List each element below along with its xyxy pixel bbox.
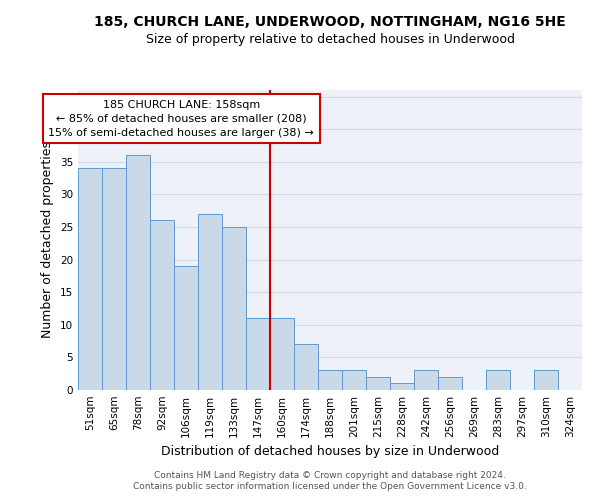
Text: Contains HM Land Registry data © Crown copyright and database right 2024.: Contains HM Land Registry data © Crown c… xyxy=(154,471,506,480)
Bar xyxy=(390,384,414,390)
Bar xyxy=(534,370,558,390)
Bar xyxy=(126,155,150,390)
Bar xyxy=(438,377,462,390)
Bar xyxy=(294,344,318,390)
Bar xyxy=(198,214,222,390)
Bar xyxy=(102,168,126,390)
Bar xyxy=(174,266,198,390)
Bar xyxy=(486,370,510,390)
Text: Contains public sector information licensed under the Open Government Licence v3: Contains public sector information licen… xyxy=(133,482,527,491)
X-axis label: Distribution of detached houses by size in Underwood: Distribution of detached houses by size … xyxy=(161,446,499,458)
Bar xyxy=(342,370,366,390)
Text: Size of property relative to detached houses in Underwood: Size of property relative to detached ho… xyxy=(146,32,515,46)
Bar xyxy=(150,220,174,390)
Bar xyxy=(270,318,294,390)
Text: 185, CHURCH LANE, UNDERWOOD, NOTTINGHAM, NG16 5HE: 185, CHURCH LANE, UNDERWOOD, NOTTINGHAM,… xyxy=(94,15,566,29)
Y-axis label: Number of detached properties: Number of detached properties xyxy=(41,142,55,338)
Bar xyxy=(366,377,390,390)
Bar xyxy=(318,370,342,390)
Bar xyxy=(222,227,246,390)
Bar xyxy=(78,168,102,390)
Bar xyxy=(414,370,438,390)
Bar xyxy=(246,318,270,390)
Text: 185 CHURCH LANE: 158sqm
← 85% of detached houses are smaller (208)
15% of semi-d: 185 CHURCH LANE: 158sqm ← 85% of detache… xyxy=(49,100,314,138)
